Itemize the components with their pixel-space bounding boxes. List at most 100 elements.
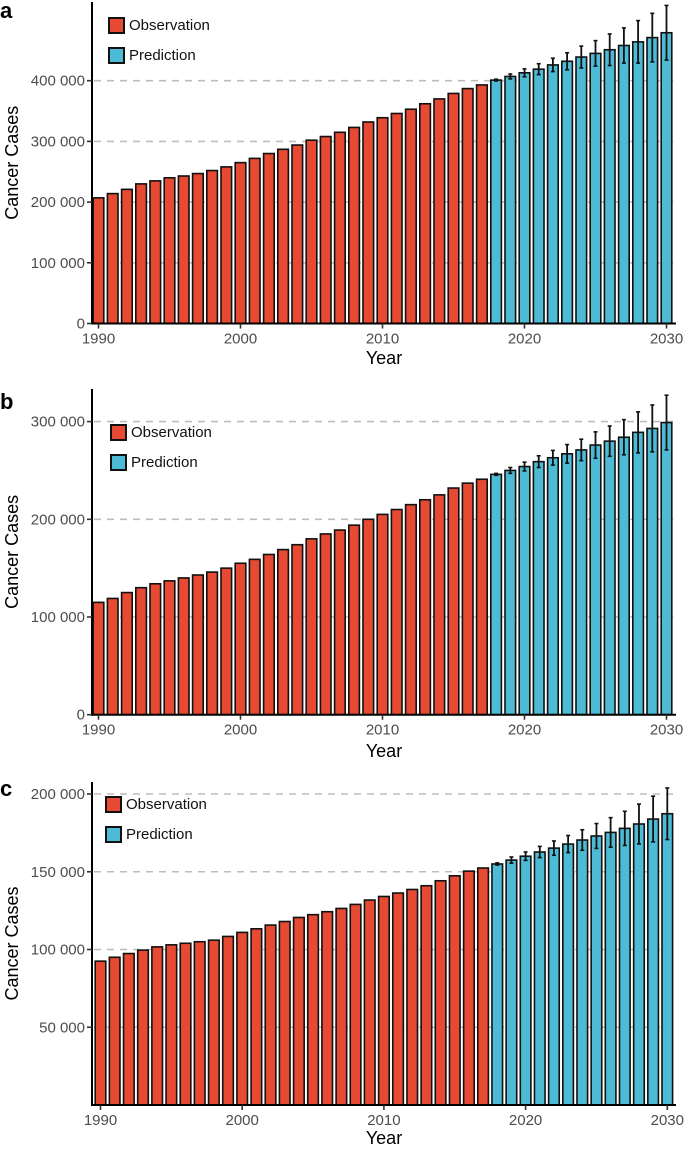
- legend-c: Observation Prediction: [105, 794, 207, 854]
- prediction-bar-2021: [532, 460, 545, 716]
- observation-bar-2010: [377, 895, 391, 1106]
- observation-bar-2005: [305, 538, 318, 716]
- observation-bar-2014: [433, 494, 446, 716]
- prediction-bar-2026: [603, 440, 616, 716]
- y-axis-title: Cancer Cases: [2, 106, 22, 220]
- panel-letter-a: a: [0, 0, 13, 23]
- observation-bar-1995: [163, 177, 176, 325]
- x-axis-title: Year: [366, 741, 402, 761]
- observation-bar-2009: [362, 121, 375, 325]
- chart-b: 0 100 000 200 000 300 000 1990 2000 2010 2020 20…: [2, 389, 683, 761]
- x-axis-title: Year: [366, 348, 402, 368]
- prediction-bar-2025: [589, 52, 602, 325]
- observation-bar-2010: [376, 116, 389, 325]
- legend-label-observation: Observation: [129, 16, 210, 34]
- prediction-bar-2018: [489, 79, 503, 325]
- x-tick-label: 1990: [84, 1112, 117, 1129]
- observation-bar-2015: [448, 874, 461, 1106]
- prediction-bar-2024: [575, 449, 588, 716]
- prediction-bar-2020: [518, 72, 531, 325]
- observation-bar-1995: [163, 580, 176, 716]
- observation-bar-2013: [418, 102, 432, 325]
- observation-bar-1990: [94, 960, 107, 1106]
- panel-letter-c: c: [0, 776, 13, 801]
- observation-bar-2011: [390, 112, 403, 325]
- legend-item-observation: Observation: [105, 794, 207, 814]
- prediction-bar-2020: [519, 855, 532, 1106]
- observation-bar-2014: [434, 879, 447, 1106]
- prediction-bar-2029: [646, 36, 659, 325]
- y-tick-label: 50 000: [39, 1019, 85, 1036]
- prediction-bar-2023: [562, 843, 575, 1106]
- y-tick-label: 200 000: [31, 786, 85, 803]
- x-tick-label: 2000: [226, 1112, 259, 1129]
- observation-bar-2003: [276, 548, 290, 716]
- observation-bar-2004: [292, 916, 305, 1106]
- observation-bar-2012: [406, 888, 419, 1106]
- prediction-bar-2027: [618, 827, 631, 1106]
- prediction-bar-2023: [560, 60, 574, 325]
- x-tick-label: 2030: [651, 1112, 684, 1129]
- observation-bar-2014: [433, 98, 446, 325]
- observation-bar-1990: [92, 197, 105, 325]
- observation-bar-1992: [120, 188, 133, 325]
- observation-bar-2008: [347, 126, 361, 325]
- observation-bar-2012: [404, 503, 418, 716]
- prediction-bar-2029: [647, 818, 660, 1106]
- prediction-bar-2021: [532, 68, 545, 325]
- y-axis-title: Cancer Cases: [2, 495, 22, 609]
- y-tick-label: 300 000: [31, 133, 85, 150]
- x-tick-label: 1990: [82, 331, 115, 348]
- observation-bar-1996: [177, 577, 190, 716]
- observation-bar-1995: [165, 944, 178, 1106]
- observation-bar-2013: [420, 884, 433, 1106]
- prediction-bar-2030: [660, 31, 673, 325]
- legend-swatch-prediction: [105, 825, 122, 843]
- panel-c: c 50 000 100 000 150 000 200 000 1990 2000 201…: [0, 770, 685, 1149]
- prediction-bar-2020: [518, 465, 531, 716]
- y-tick-label: 100 000: [31, 609, 85, 626]
- observation-bar-2007: [335, 907, 348, 1106]
- x-tick-label: 2020: [509, 1112, 542, 1129]
- x-tick-label: 1990: [82, 722, 115, 739]
- observation-bar-1994: [149, 582, 162, 716]
- y-tick-label: 300 000: [31, 414, 85, 431]
- prediction-bar-2027: [617, 436, 630, 716]
- prediction-bar-2026: [604, 831, 617, 1106]
- prediction-bar-2019: [504, 75, 517, 325]
- chart-a: 0 100 000 200 000 300 000 400 000 1990 2000 201…: [2, 2, 683, 368]
- prediction-bar-2030: [660, 421, 673, 716]
- x-tick-label: 2020: [508, 722, 541, 739]
- observation-bar-1993: [135, 586, 148, 716]
- observation-bar-1997: [191, 574, 205, 716]
- prediction-bar-2021: [533, 851, 546, 1106]
- observation-bar-2017: [475, 478, 489, 716]
- observation-bar-2002: [262, 152, 276, 325]
- y-tick-label: 0: [77, 316, 85, 333]
- observation-bar-1999: [220, 166, 233, 325]
- observation-bar-1993: [136, 949, 150, 1106]
- panel-letter-b: b: [0, 389, 14, 414]
- y-tick-label: 0: [77, 707, 85, 724]
- prediction-bar-2024: [576, 839, 589, 1106]
- observation-bar-2002: [262, 553, 276, 716]
- observation-bar-2002: [264, 924, 277, 1106]
- observation-bar-1998: [206, 169, 219, 325]
- observation-bar-1997: [191, 172, 205, 325]
- observation-bar-1992: [120, 591, 133, 716]
- legend-swatch-observation: [108, 16, 125, 34]
- panel-a: a 0 100 000 200 000 300 000 400 000 1990 2000 2…: [0, 0, 685, 380]
- x-tick-label: 2030: [650, 722, 683, 739]
- x-tick-label: 2010: [366, 722, 399, 739]
- observation-bar-1994: [149, 180, 162, 325]
- observation-bar-2003: [278, 920, 291, 1106]
- y-tick-label: 200 000: [31, 511, 85, 528]
- legend-item-prediction: Prediction: [108, 45, 210, 65]
- observation-bar-2009: [362, 518, 375, 716]
- y-tick-label: 150 000: [31, 864, 85, 881]
- observation-bar-2016: [461, 482, 474, 716]
- observation-bar-1999: [220, 567, 233, 716]
- observation-bar-1996: [177, 175, 190, 325]
- y-tick-label: 400 000: [31, 73, 85, 90]
- legend-item-observation: Observation: [110, 422, 212, 442]
